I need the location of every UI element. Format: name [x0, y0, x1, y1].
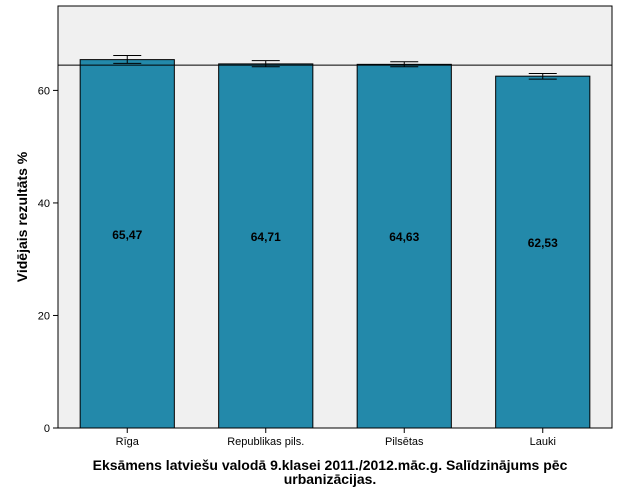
bar [495, 75, 591, 429]
error-bar [251, 60, 280, 68]
error-bar [528, 73, 557, 80]
y-tick-label: 20 [38, 310, 50, 322]
bar-value-label: 65,47 [112, 228, 142, 242]
y-tick-label: 0 [44, 423, 50, 435]
x-axis-label: Eksāmens latviešu valodā 9.klasei 2011./… [92, 457, 568, 487]
x-tick-label: Republikas pils. [227, 436, 304, 448]
y-tick-label: 40 [38, 198, 50, 210]
bar-value-label: 64,63 [389, 230, 419, 244]
bar [79, 59, 175, 429]
bar-value-label: 64,71 [251, 230, 281, 244]
x-tick-label: Rīga [116, 436, 140, 448]
axis-ticks: 0 20 40 60 Rīga Republikas pils. Pilsētas Lauki [38, 85, 556, 448]
error-bar [390, 61, 419, 68]
x-tick-label: Lauki [530, 436, 556, 448]
error-bars [113, 55, 557, 80]
y-axis-label: Vidējais rezultāts % [14, 151, 30, 282]
y-tick-label: 60 [38, 85, 50, 97]
bar [218, 63, 314, 429]
bars: 65,47 64,71 64,63 62,53 [79, 59, 591, 429]
x-tick-label: Pilsētas [385, 436, 424, 448]
bar [356, 63, 452, 429]
error-bar [113, 55, 142, 64]
bar-value-label: 62,53 [528, 236, 558, 250]
